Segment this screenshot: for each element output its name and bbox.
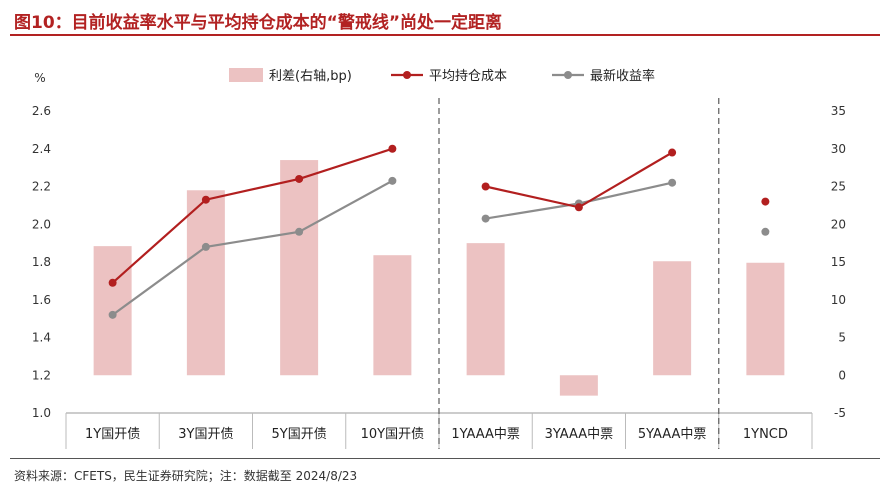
x-tick-label: 1YAAA中票 <box>451 427 520 442</box>
combo-chart: 1.0 1.2 1.4 1.6 1.8 2.0 2.2 2.4 2.6% -5 0 5 10 15 20 25… <box>32 68 846 449</box>
avg-cost-line <box>111 147 393 284</box>
avg-cost-line <box>485 151 673 209</box>
avg-cost-point <box>761 197 770 206</box>
avg-cost-point <box>388 144 397 153</box>
right-tick-label: 5 <box>838 331 846 345</box>
avg-cost-point <box>668 148 677 157</box>
left-tick-label: 1.2 <box>32 368 51 382</box>
legend-marker-yield <box>564 71 572 79</box>
legend-marker-cost <box>403 71 411 79</box>
left-tick-label: 1.8 <box>32 255 51 269</box>
x-tick-label: 3YAAA中票 <box>545 427 614 442</box>
avg-cost-point <box>295 174 304 183</box>
left-tick-label: 2.6 <box>32 104 51 118</box>
right-tick-label: 25 <box>831 180 846 194</box>
bar-spread <box>280 160 319 376</box>
right-tick-label: 35 <box>831 104 846 118</box>
avg-cost-point <box>201 195 210 204</box>
x-tick-label: 3Y国开债 <box>178 427 233 442</box>
left-axis-unit: % <box>34 71 45 85</box>
latest-yield-line <box>111 179 393 316</box>
legend-label-yield: 最新收益率 <box>590 68 655 84</box>
latest-yield-point <box>295 227 304 236</box>
avg-cost-point <box>574 203 583 212</box>
bar-spread <box>466 243 505 376</box>
right-tick-label: 20 <box>831 217 846 231</box>
bar-spread <box>559 375 598 396</box>
avg-cost-point <box>481 182 490 191</box>
legend-swatch-bar <box>229 68 263 82</box>
bar-spread <box>373 255 412 376</box>
latest-yield-point <box>201 242 210 251</box>
x-tick-label: 5Y国开债 <box>272 427 327 442</box>
left-tick-label: 1.4 <box>32 331 51 345</box>
x-tick-label: 1Y国开债 <box>85 427 140 442</box>
avg-cost-point <box>108 278 117 287</box>
right-tick-label: 30 <box>831 142 846 156</box>
bar-spread <box>746 262 785 376</box>
x-tick-label: 1YNCD <box>743 427 788 442</box>
left-tick-label: 1.0 <box>32 406 51 420</box>
x-tick-label: 5YAAA中票 <box>638 427 707 442</box>
left-tick-label: 2.0 <box>32 217 51 231</box>
right-tick-label: -5 <box>834 406 846 420</box>
legend-label-cost: 平均持仓成本 <box>429 69 507 84</box>
left-tick-label: 1.6 <box>32 293 51 307</box>
chart-title: 图10：目前收益率水平与平均持仓成本的“警戒线”尚处一定距离 <box>14 13 503 33</box>
bar-spread <box>653 261 692 376</box>
source-note: 资料来源：CFETS，民生证券研究院；注：数据截至 2024/8/23 <box>14 469 358 483</box>
latest-yield-point <box>481 214 490 223</box>
right-tick-label: 15 <box>831 255 846 269</box>
bar-spread <box>186 190 225 376</box>
footer-divider <box>10 458 880 459</box>
bar-spread <box>93 246 132 376</box>
title-underline <box>10 34 880 36</box>
x-tick-label: 10Y国开债 <box>361 427 424 442</box>
right-tick-label: 10 <box>831 293 846 307</box>
latest-yield-point <box>668 178 677 187</box>
legend-label-bar: 利差(右轴,bp) <box>269 69 352 84</box>
latest-yield-point <box>108 310 117 319</box>
right-tick-label: 0 <box>838 368 846 382</box>
left-tick-label: 2.4 <box>32 142 51 156</box>
left-tick-label: 2.2 <box>32 180 51 194</box>
latest-yield-point <box>761 227 770 236</box>
latest-yield-point <box>388 176 397 185</box>
